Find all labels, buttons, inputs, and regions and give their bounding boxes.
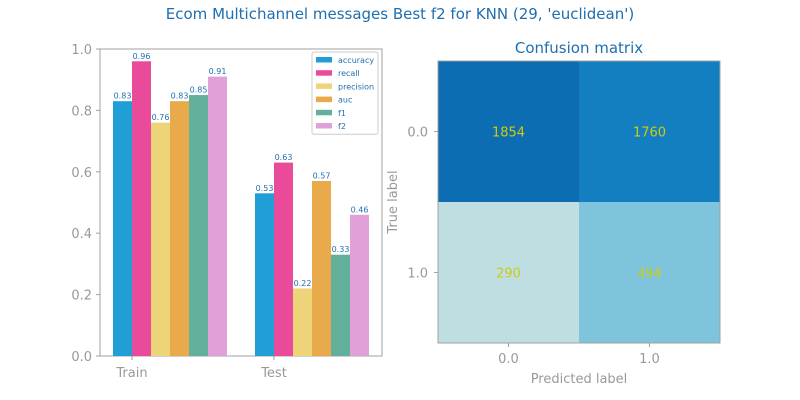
- matrix-cell: [579, 61, 720, 202]
- confusion-matrix-xlabel: Predicted label: [531, 372, 628, 387]
- bar-accuracy: [113, 101, 132, 356]
- legend-swatch: [316, 83, 332, 89]
- bar-value-label: 0.96: [133, 52, 151, 61]
- bar-value-label: 0.33: [332, 245, 350, 254]
- bar-chart-bars: [113, 61, 369, 357]
- legend-label: recall: [338, 69, 360, 78]
- confusion-matrix-title: Confusion matrix: [515, 39, 643, 57]
- legend-label: auc: [338, 96, 352, 105]
- bar-value-label: 0.46: [351, 205, 369, 214]
- bar-chart-x-axis: Train Test: [115, 356, 287, 381]
- y-tick-label: 0.6: [71, 166, 92, 181]
- y-tick-label: 0.2: [71, 289, 92, 304]
- legend-label: accuracy: [338, 56, 374, 65]
- y-tick-label: 0.0: [407, 126, 428, 141]
- legend-label: f2: [338, 122, 346, 131]
- matrix-cell: [438, 61, 579, 202]
- matrix-cell-value: 290: [496, 267, 521, 282]
- legend-swatch: [316, 70, 332, 76]
- bar-value-label: 0.76: [152, 113, 170, 122]
- bar-precision: [151, 122, 170, 357]
- legend-swatch: [316, 123, 332, 129]
- bar-f2: [208, 76, 227, 356]
- bar-f1: [331, 254, 350, 356]
- y-tick-label: 0.8: [71, 104, 92, 119]
- bar-value-label: 0.83: [114, 92, 132, 101]
- bar-recall: [132, 61, 151, 356]
- bar-f2: [350, 214, 369, 356]
- x-tick-label: 0.0: [498, 352, 519, 367]
- confusion-matrix-axes: 0.0 1.0 0.0 1.0: [407, 126, 660, 368]
- matrix-cell: [579, 202, 720, 343]
- bar-chart-legend: accuracy recall precision auc f1 f2: [311, 51, 379, 135]
- x-tick-label: 1.0: [639, 352, 660, 367]
- bar-auc: [312, 181, 331, 356]
- matrix-cell: [438, 202, 579, 343]
- legend-label: f1: [338, 109, 346, 118]
- legend-swatch: [316, 96, 332, 103]
- bar-chart-y-axis: 0.0 0.2 0.4 0.6 0.8 1.0: [71, 43, 100, 365]
- y-tick-label: 1.0: [407, 267, 428, 282]
- y-tick-label: 0.0: [71, 350, 92, 365]
- y-tick-label: 0.4: [71, 227, 92, 242]
- bar-recall: [274, 162, 293, 356]
- legend-swatch: [316, 57, 332, 63]
- matrix-cell-value: 1854: [492, 126, 525, 141]
- matrix-frame: [437, 60, 721, 344]
- bar-f1: [189, 95, 208, 357]
- bar-chart: 0.0 0.2 0.4 0.6 0.8 1.0 Train Test 0.83 0.53 0.9…: [71, 43, 383, 381]
- figure-title: Ecom Multichannel messages Best f2 for K…: [165, 5, 635, 23]
- bar-value-label: 0.53: [256, 184, 274, 193]
- bar-chart-data-labels: 0.83 0.53 0.96 0.63 0.76 0.22 0.83 0.57 0.85 0.33…: [114, 52, 369, 288]
- legend-label: precision: [338, 82, 374, 91]
- bar-value-label: 0.91: [209, 67, 227, 76]
- y-tick-label: 1.0: [71, 43, 92, 58]
- bar-value-label: 0.83: [171, 92, 189, 101]
- bar-accuracy: [255, 193, 274, 356]
- legend-swatch: [316, 109, 332, 116]
- x-tick-label: Test: [260, 366, 287, 381]
- confusion-matrix-cells: [437, 60, 721, 344]
- bar-value-label: 0.63: [275, 153, 293, 162]
- bar-auc: [170, 101, 189, 356]
- matrix-cell-value: 494: [637, 267, 662, 282]
- bar-value-label: 0.85: [190, 86, 208, 95]
- confusion-matrix-values: 1854 1760 290 494: [492, 126, 666, 282]
- bar-precision: [293, 288, 312, 356]
- bar-chart-frame: [99, 48, 383, 357]
- matrix-cell-value: 1760: [633, 126, 666, 141]
- bar-value-label: 0.22: [294, 279, 312, 288]
- bar-value-label: 0.57: [313, 172, 331, 181]
- confusion-matrix-ylabel: True label: [386, 170, 401, 234]
- x-tick-label: Train: [115, 366, 147, 381]
